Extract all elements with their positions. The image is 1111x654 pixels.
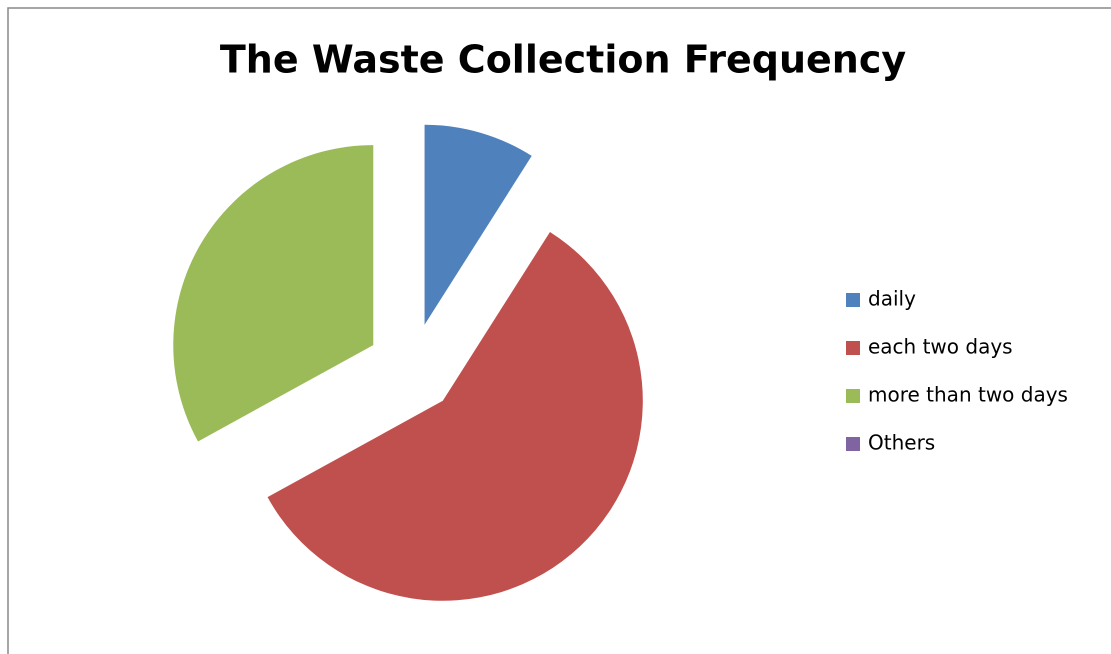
legend-swatch <box>846 389 860 403</box>
pie-slice <box>424 124 532 325</box>
legend-label: daily <box>868 287 916 311</box>
legend-label: more than two days <box>868 383 1068 407</box>
pie-slice <box>267 231 643 601</box>
legend-label: each two days <box>868 335 1013 359</box>
legend-swatch <box>846 341 860 355</box>
legend-swatch <box>846 293 860 307</box>
pie-slice <box>173 145 374 442</box>
legend-swatch <box>846 437 860 451</box>
chart-title: The Waste Collection Frequency <box>220 38 907 82</box>
legend-label: Others <box>868 431 935 455</box>
